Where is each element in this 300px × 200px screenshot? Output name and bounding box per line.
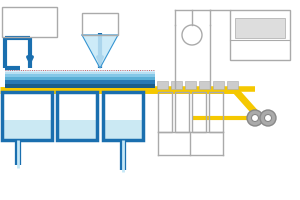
Bar — [5, 74, 155, 77]
Bar — [230, 10, 290, 60]
Bar — [5, 77, 155, 80]
Bar — [192, 92, 206, 132]
Bar — [213, 81, 224, 89]
Circle shape — [265, 114, 272, 121]
Bar — [2, 7, 57, 37]
Circle shape — [247, 110, 263, 126]
Bar — [5, 70, 155, 72]
Bar — [82, 13, 118, 35]
Bar — [209, 92, 223, 132]
Bar — [3, 120, 51, 140]
Bar — [103, 92, 143, 140]
Bar — [2, 92, 52, 140]
Bar — [5, 72, 155, 74]
Bar — [185, 81, 196, 89]
Bar — [171, 81, 182, 89]
Bar — [227, 81, 238, 89]
Bar — [235, 18, 285, 38]
Polygon shape — [82, 35, 118, 68]
Circle shape — [260, 110, 276, 126]
Circle shape — [251, 114, 259, 121]
Bar — [57, 92, 97, 140]
Bar — [104, 120, 142, 140]
Bar — [158, 92, 172, 132]
Bar — [175, 92, 189, 132]
Bar — [5, 80, 155, 84]
Bar — [199, 81, 210, 89]
Bar — [58, 120, 96, 140]
Bar — [5, 84, 155, 88]
Bar — [157, 81, 168, 89]
